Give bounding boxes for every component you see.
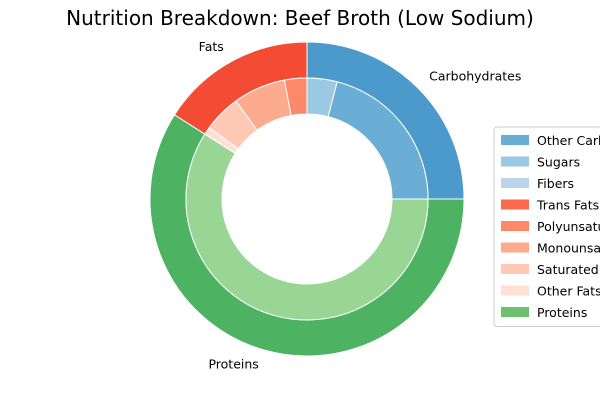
legend-swatch-sugars [501, 156, 529, 167]
legend: Other Carbohydrates Sugars Fibers Trans Fat… [493, 126, 600, 327]
inner-ring [185, 77, 429, 321]
legend-label-other-carbohydrates: Other Carbohydrates [537, 133, 600, 148]
legend-label-polyunsaturated-fats: Polyunsaturated Fats [537, 219, 600, 234]
inner-ring-slice-proteins [185, 133, 429, 321]
legend-swatch-saturated-fats [501, 264, 529, 274]
legend-label-sugars: Sugars [537, 155, 580, 170]
legend-label-saturated-fats: Saturated Fats [537, 262, 600, 277]
legend-swatch-monounsaturated-fats [501, 242, 529, 253]
legend-swatch-proteins [501, 307, 529, 317]
outer-label-fats: Fats [199, 39, 224, 54]
legend-swatch-other-carbohydrates [501, 135, 529, 145]
legend-box [493, 126, 600, 327]
legend-label-proteins: Proteins [537, 305, 587, 320]
chart-title: Nutrition Breakdown: Beef Broth (Low Sod… [66, 6, 534, 30]
legend-swatch-polyunsaturated-fats [501, 221, 529, 231]
legend-label-fibers: Fibers [537, 176, 574, 191]
legend-swatch-other-fats [501, 285, 529, 296]
outer-labels: Carbohydrates Fats Proteins [199, 39, 522, 371]
legend-swatch-fibers [501, 178, 529, 188]
legend-label-trans-fats: Trans Fats [536, 198, 599, 213]
legend-swatch-trans-fats [501, 199, 529, 210]
legend-label-other-fats: Other Fats [537, 284, 600, 299]
outer-label-proteins: Proteins [208, 356, 258, 371]
legend-label-monounsaturated-fats: Monounsaturated Fats [537, 241, 600, 256]
outer-label-carbohydrates: Carbohydrates [429, 68, 521, 83]
